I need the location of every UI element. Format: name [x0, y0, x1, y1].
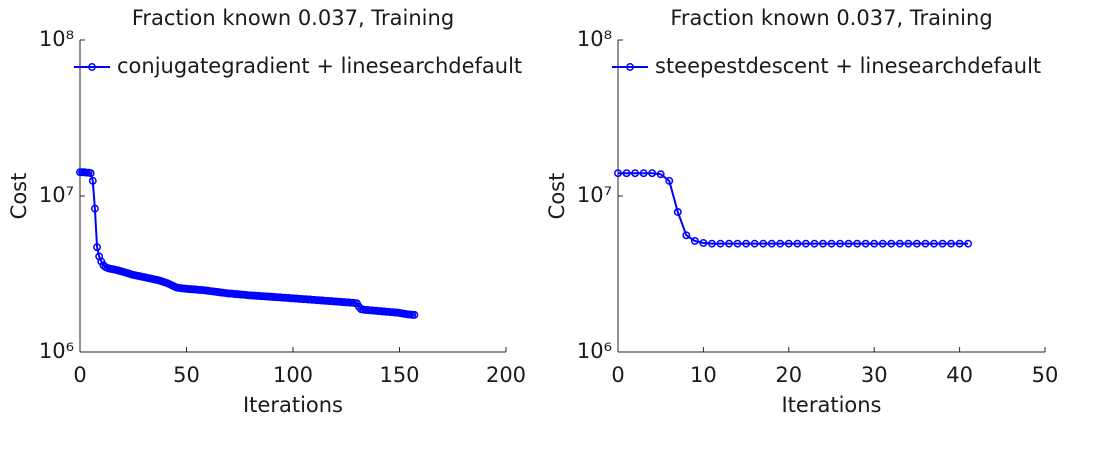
data-point: [861, 239, 870, 248]
x-tick-label: 0: [611, 363, 624, 387]
data-point: [742, 239, 751, 248]
data-point: [793, 239, 802, 248]
data-point: [819, 239, 827, 248]
data-point: [88, 176, 97, 185]
data-point: [410, 310, 419, 319]
data-point: [622, 169, 631, 178]
data-point: [614, 169, 622, 178]
data-point: [801, 239, 810, 248]
y-axis-label: Cost: [545, 173, 569, 220]
data-point: [648, 169, 657, 178]
data-point: [930, 239, 938, 248]
data-point: [895, 239, 904, 248]
x-tick-label: 10: [690, 363, 717, 387]
x-tick-label: 200: [486, 363, 526, 387]
series-line: [618, 172, 969, 245]
data-point: [631, 169, 640, 178]
data-point: [878, 239, 887, 248]
data-point: [964, 239, 973, 248]
data-point: [810, 239, 819, 248]
data-point: [776, 239, 785, 248]
x-tick-label: 50: [173, 363, 200, 387]
data-point: [853, 239, 862, 248]
data-point: [707, 239, 716, 248]
data-point: [656, 170, 665, 179]
data-point: [665, 176, 674, 185]
data-point: [955, 239, 964, 248]
data-point: [90, 204, 99, 213]
data-point: [750, 239, 759, 248]
chart-title: Fraction known 0.037, Training: [670, 6, 992, 30]
legend-label: conjugategradient + linesearchdefault: [117, 54, 522, 78]
data-point: [836, 239, 844, 248]
x-tick-label: 50: [1032, 363, 1059, 387]
data-point: [725, 239, 733, 248]
data-point: [733, 239, 742, 248]
x-tick-label: 40: [946, 363, 973, 387]
data-point: [673, 208, 682, 216]
data-point: [767, 239, 776, 248]
data-point: [86, 169, 95, 178]
data-point: [870, 239, 879, 248]
y-tick-label: 10⁸: [577, 27, 612, 51]
data-point: [716, 239, 725, 248]
data-point: [947, 239, 956, 248]
y-axis-label: Cost: [7, 173, 31, 220]
data-point: [690, 237, 699, 245]
legend-label: steepestdescent + linesearchdefault: [655, 54, 1041, 78]
y-tick-label: 10⁷: [39, 183, 74, 207]
x-tick-label: 30: [861, 363, 888, 387]
data-point: [93, 243, 101, 252]
data-point: [784, 239, 793, 248]
data-point: [921, 239, 930, 248]
data-point: [682, 231, 691, 240]
x-tick-label: 150: [379, 363, 419, 387]
x-axis-label: Iterations: [781, 393, 881, 417]
data-point: [904, 239, 913, 248]
x-tick-label: 20: [775, 363, 802, 387]
y-tick-label: 10⁸: [39, 27, 74, 51]
y-tick-label: 10⁶: [39, 339, 74, 363]
data-point: [639, 169, 648, 178]
x-tick-label: 100: [273, 363, 313, 387]
data-point: [699, 239, 708, 247]
legend-marker: [88, 63, 96, 71]
data-point: [827, 239, 836, 248]
x-tick-label: 0: [73, 363, 86, 387]
data-point: [759, 239, 768, 248]
data-point: [938, 239, 947, 248]
x-axis-label: Iterations: [243, 393, 343, 417]
data-point: [912, 239, 921, 248]
legend-marker: [626, 63, 634, 71]
y-tick-label: 10⁷: [577, 183, 612, 207]
chart-title: Fraction known 0.037, Training: [132, 6, 454, 30]
y-tick-label: 10⁶: [577, 339, 612, 363]
data-point: [887, 239, 896, 248]
data-point: [844, 239, 853, 248]
